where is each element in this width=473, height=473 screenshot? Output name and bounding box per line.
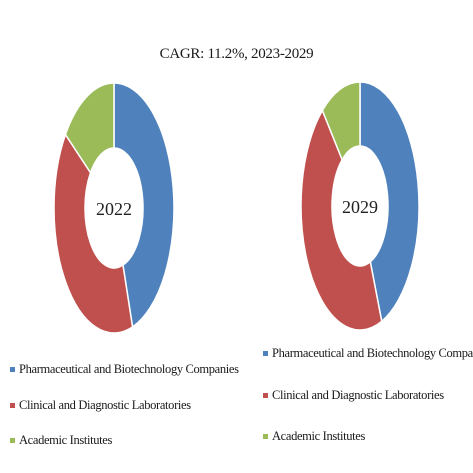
legend-swatch-pharma: [10, 366, 15, 372]
legend-label-clinical: Clinical and Diagnostic Laboratories: [272, 388, 444, 402]
legend-item-clinical: Clinical and Diagnostic Laboratories: [263, 388, 444, 402]
legend-item-academic: Academic Institutes: [10, 433, 112, 447]
legend-swatch-clinical: [10, 402, 15, 408]
donut-center-label-2029: 2029: [342, 197, 378, 217]
legend-label-clinical: Clinical and Diagnostic Laboratories: [19, 398, 191, 412]
legend-label-academic: Academic Institutes: [19, 433, 112, 447]
legend-item-pharma: Pharmaceutical and Biotechnology Compani…: [263, 346, 473, 360]
legend-item-academic: Academic Institutes: [263, 429, 365, 443]
donut-2022: 2022: [53, 82, 175, 334]
legend-item-pharma: Pharmaceutical and Biotechnology Compani…: [10, 362, 239, 376]
donut-center-label-2022: 2022: [96, 199, 132, 219]
legend-swatch-academic: [263, 433, 268, 439]
legend-swatch-academic: [10, 437, 15, 443]
legend-swatch-clinical: [263, 392, 268, 398]
legend-label-pharma: Pharmaceutical and Biotechnology Compani…: [272, 346, 473, 360]
slice-2022-academic: [64, 82, 115, 175]
slice-2022-pharma: [113, 82, 175, 329]
slice-2029-academic: [321, 81, 361, 162]
slice-2029-clinical: [300, 108, 383, 331]
chart-title: CAGR: 11.2%, 2023-2029: [159, 46, 314, 62]
legend-swatch-pharma: [263, 350, 268, 356]
legend-item-clinical: Clinical and Diagnostic Laboratories: [10, 398, 191, 412]
slice-2022-clinical: [53, 132, 134, 334]
donut-2029: 2029: [300, 81, 420, 331]
legend-label-pharma: Pharmaceutical and Biotechnology Compani…: [19, 362, 239, 376]
slice-2029-pharma: [359, 81, 420, 323]
legend-label-academic: Academic Institutes: [272, 429, 365, 443]
